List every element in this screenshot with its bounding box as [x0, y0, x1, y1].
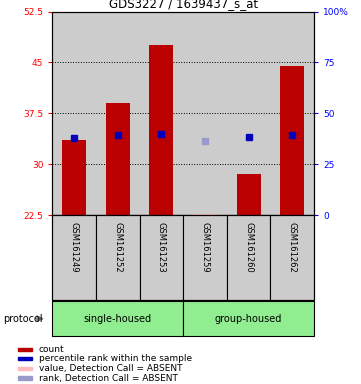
Bar [96, 12, 140, 215]
Text: GSM161252: GSM161252 [113, 222, 122, 272]
Bar [149, 45, 173, 215]
Text: GSM161262: GSM161262 [288, 222, 297, 273]
Bar [227, 215, 270, 300]
Text: single-housed: single-housed [84, 314, 152, 324]
Bar [227, 12, 270, 215]
Bar [183, 215, 227, 300]
Bar [237, 174, 261, 215]
Bar [140, 215, 183, 300]
Bar [193, 214, 217, 215]
Text: GSM161253: GSM161253 [157, 222, 166, 273]
Bar [52, 301, 183, 336]
Text: protocol: protocol [4, 314, 43, 324]
Bar [62, 141, 86, 215]
Text: value, Detection Call = ABSENT: value, Detection Call = ABSENT [39, 364, 183, 373]
Text: group-housed: group-housed [215, 314, 282, 324]
Bar [280, 66, 304, 215]
Text: GSM161259: GSM161259 [200, 222, 209, 272]
Bar [270, 215, 314, 300]
Bar [140, 12, 183, 215]
Bar [18, 348, 32, 351]
Bar [18, 376, 32, 380]
Bar [193, 214, 217, 215]
Bar [18, 367, 32, 370]
Bar [183, 301, 314, 336]
Text: percentile rank within the sample: percentile rank within the sample [39, 354, 192, 363]
Bar [183, 12, 227, 215]
Text: GSM161249: GSM161249 [70, 222, 79, 272]
Bar [52, 12, 96, 215]
Text: GSM161260: GSM161260 [244, 222, 253, 273]
Text: count: count [39, 345, 65, 354]
Bar [106, 103, 130, 215]
Bar [52, 215, 96, 300]
Bar [270, 12, 314, 215]
Bar [18, 357, 32, 360]
Text: rank, Detection Call = ABSENT: rank, Detection Call = ABSENT [39, 374, 178, 382]
Title: GDS3227 / 1639437_s_at: GDS3227 / 1639437_s_at [109, 0, 258, 10]
Bar [96, 215, 140, 300]
